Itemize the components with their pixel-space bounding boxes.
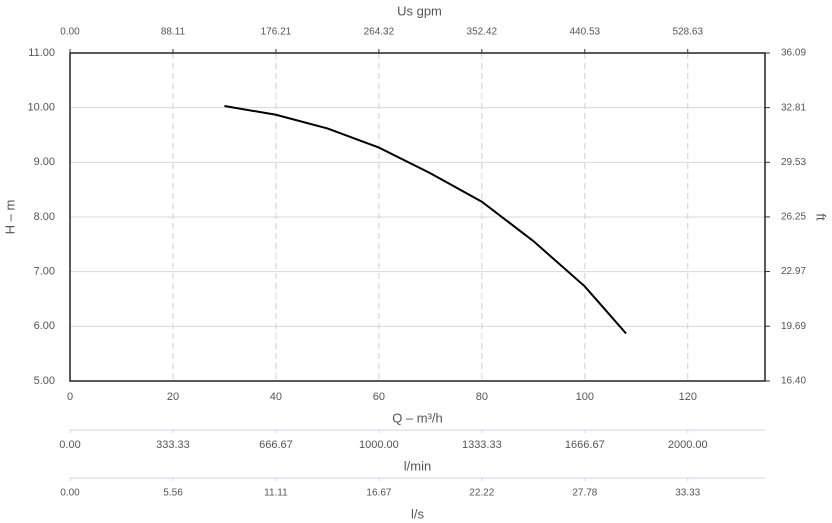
extra-tick-label: 16.67: [366, 488, 391, 499]
curve: [224, 105, 627, 335]
x-tick-label: 60: [373, 391, 385, 403]
top-tick-label: 0.00: [60, 27, 80, 38]
y-tick-label: 7.00: [34, 266, 55, 278]
top-tick-label: 264.32: [364, 27, 395, 38]
x-tick-label: 80: [476, 391, 488, 403]
y2-tick-label: 26.25: [781, 212, 806, 223]
extra-tick-label: 2000.00: [668, 439, 708, 451]
top-tick-label: 88.11: [161, 27, 186, 38]
extra-axis-title: l/s: [411, 506, 425, 521]
x-tick-label: 20: [167, 391, 179, 403]
top-tick-label: 352.42: [467, 27, 498, 38]
x-tick-label: 120: [679, 391, 697, 403]
y-tick-label: 11.00: [28, 47, 55, 59]
top-tick-label: 176.21: [261, 27, 292, 38]
extra-tick-label: 0.00: [59, 439, 80, 451]
y2-axis-title: ft: [814, 213, 829, 221]
extra-tick-label: 22.22: [469, 488, 494, 499]
y-tick-label: 8.00: [34, 211, 55, 223]
top-axis-title: Us gpm: [397, 3, 442, 18]
plot-frame: [69, 52, 766, 382]
top-tick-label: 528.63: [672, 27, 703, 38]
y2-tick-label: 29.53: [781, 157, 806, 168]
y2-tick-label: 32.81: [781, 102, 806, 113]
y-tick-label: 5.00: [34, 375, 55, 387]
extra-tick-label: 11.11: [264, 488, 288, 499]
y-tick-label: 6.00: [34, 320, 55, 332]
x-tick-label: 0: [67, 391, 73, 403]
extra-tick-label: 666.67: [259, 439, 293, 451]
extra-tick-label: 5.56: [163, 488, 183, 499]
x-tick-label: 40: [270, 391, 282, 403]
y2-tick-label: 19.69: [781, 321, 806, 332]
extra-tick-label: 333.33: [156, 439, 190, 451]
y-tick-label: 9.00: [34, 156, 55, 168]
y2-tick-label: 22.97: [781, 266, 806, 277]
y-tick-label: 10.00: [27, 102, 55, 114]
extra-tick-label: 1000.00: [359, 439, 399, 451]
top-tick-label: 440.53: [569, 27, 600, 38]
extra-tick-label: 33.33: [675, 488, 700, 499]
extra-tick-label: 27.78: [572, 488, 597, 499]
x-tick-label: 100: [576, 391, 594, 403]
y-axis-title: H – m: [2, 200, 17, 235]
extra-tick-label: 1666.67: [565, 439, 605, 451]
extra-axis-title: l/min: [404, 458, 431, 473]
extra-tick-label: 1333.33: [462, 439, 502, 451]
x-axis-title: Q – m³/h: [392, 410, 443, 425]
y2-tick-label: 36.09: [781, 48, 806, 59]
extra-tick-label: 0.00: [60, 488, 80, 499]
y2-tick-label: 16.40: [781, 376, 806, 387]
